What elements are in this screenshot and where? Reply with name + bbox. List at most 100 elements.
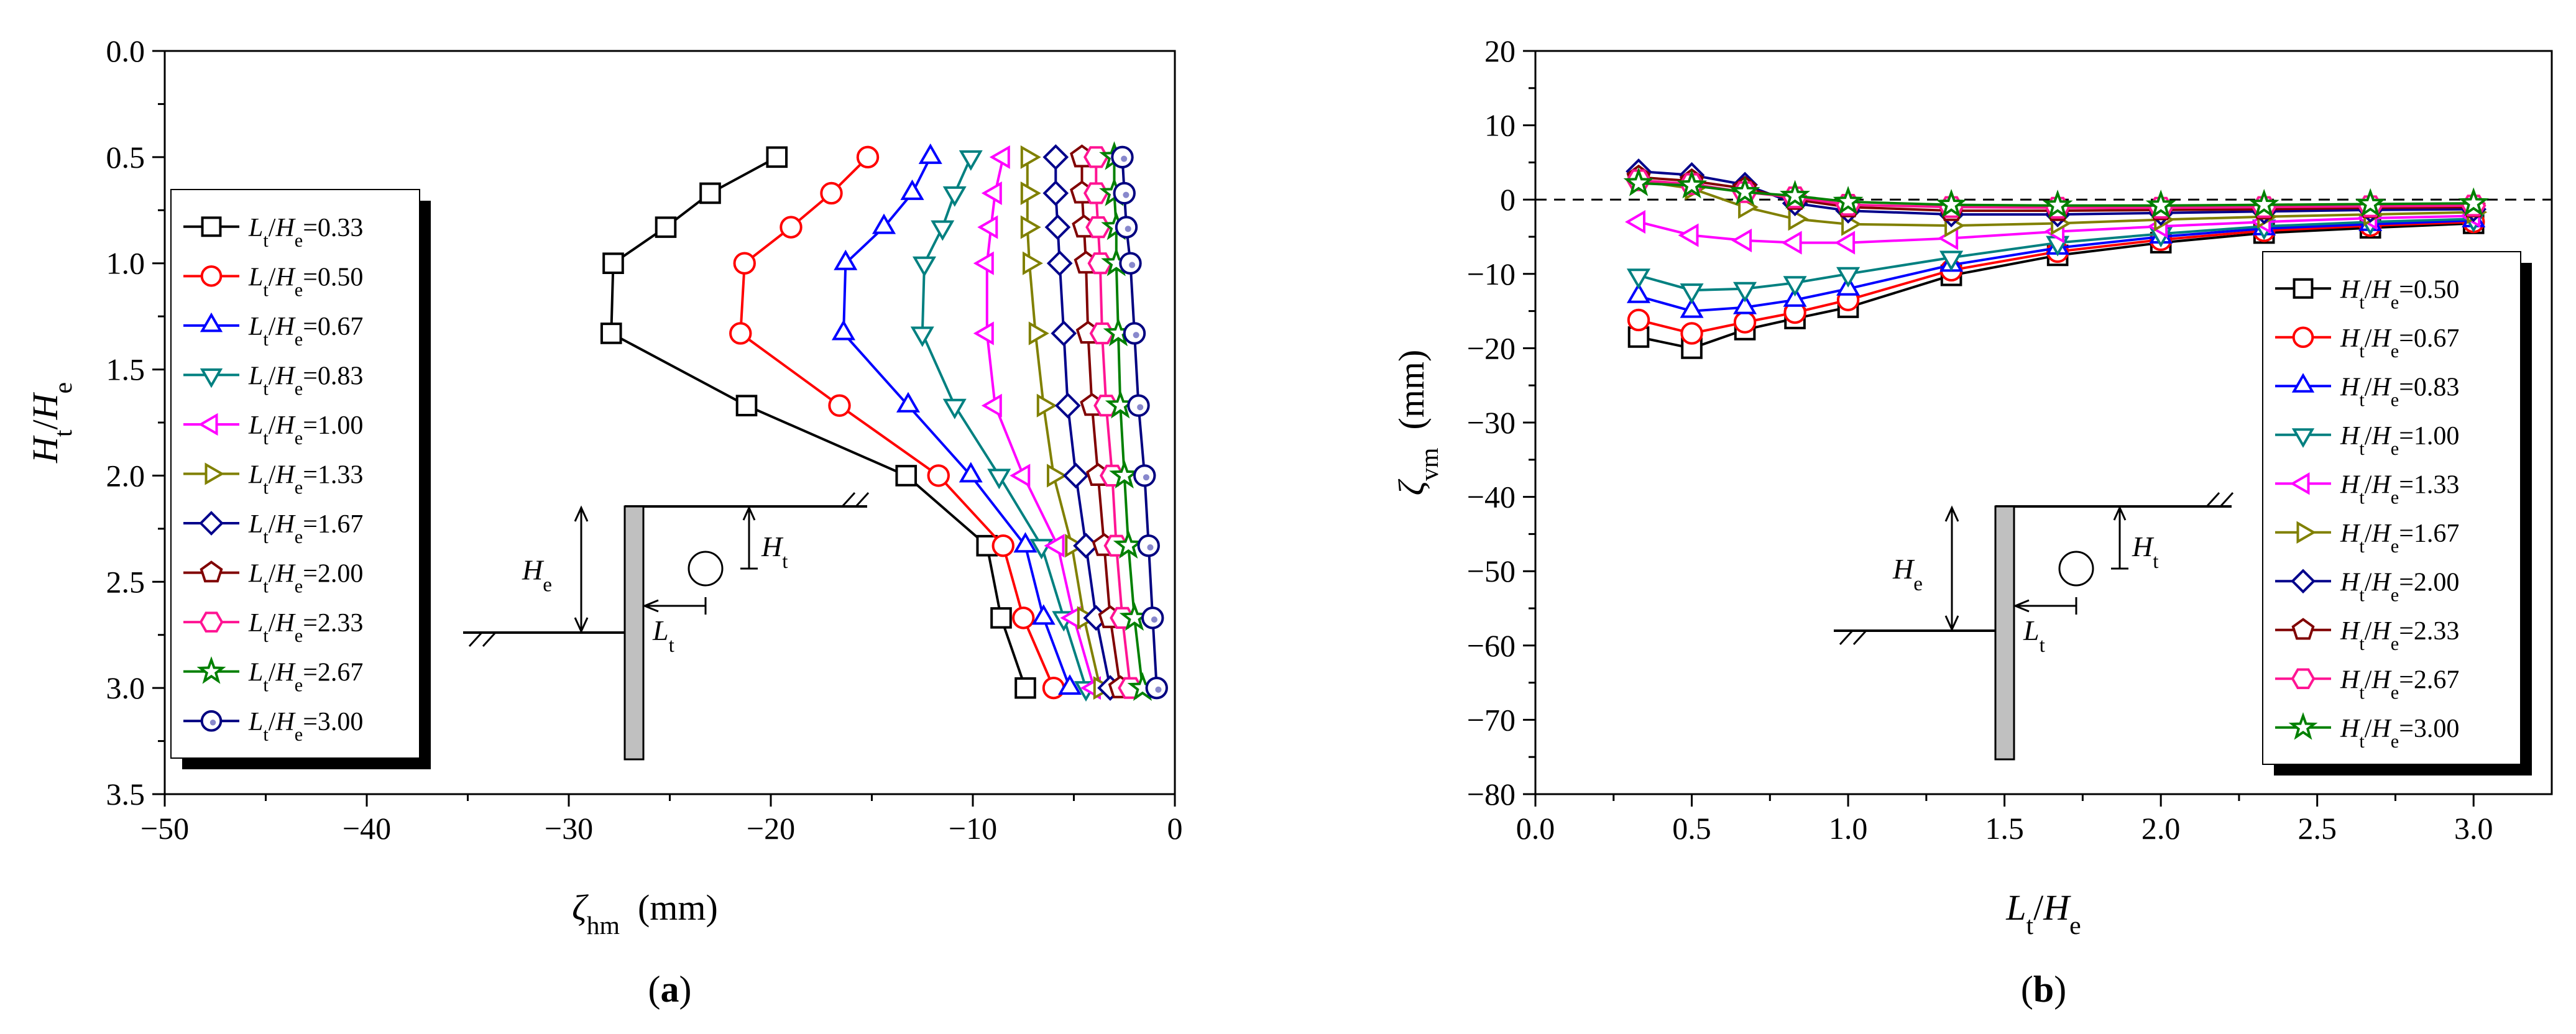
ytick-label-a-2: 1.0: [106, 246, 145, 281]
inset-hatch-left-1: [482, 631, 497, 647]
inset-label-lt: Lt: [2023, 615, 2045, 657]
point-b-2-0: [1626, 282, 1651, 303]
point-a-2-2: [872, 213, 896, 234]
chart-b: 0.0 0.5 1.0 1.5 2.0 2.5 3.0 −80 −70 −60 −50 −40 −30 −…: [1391, 34, 2553, 1010]
point-a-2-8: [1031, 604, 1056, 625]
legend-marker: [2290, 472, 2310, 495]
legend-label: Ht/He=0.67: [2340, 324, 2459, 362]
point-a-9-7: [1113, 529, 1144, 559]
legend-marker: [201, 216, 222, 237]
point-a-8-2: [1085, 216, 1111, 239]
point-b-9-0: [1623, 167, 1654, 196]
point-a-2-1: [900, 179, 924, 200]
series-a-line-6: [1054, 157, 1111, 689]
point-a-1-1: [820, 181, 843, 205]
series-a-1: [729, 145, 1065, 700]
point-b-9-2: [1729, 176, 1760, 206]
point-a-0-6: [895, 465, 918, 487]
legend-a-entry-4: Lt/He=1.00: [183, 411, 363, 449]
xtick-label-a-1: −40: [343, 811, 391, 846]
point-a-8-1: [1083, 182, 1109, 204]
point-b-9-8: [2248, 188, 2279, 218]
point-a-2-7: [1013, 532, 1037, 553]
inset-he-arrow-top: [1944, 505, 1959, 522]
ytick-label-a-3: 1.5: [106, 352, 145, 387]
point-a-5-2: [1020, 215, 1041, 239]
point-b-3-0: [1626, 268, 1651, 290]
point-b-1-2: [1733, 311, 1757, 334]
ytick-label-b-3: −50: [1467, 554, 1516, 588]
ytick-label-a-0: 0.0: [106, 34, 145, 68]
point-a-0-3: [602, 252, 624, 275]
point-a-10-0-dot: [1121, 155, 1128, 162]
point-a-1-4: [729, 322, 752, 345]
point-b-1-0: [1627, 308, 1650, 332]
x-axis-title-b: Lt/He: [2005, 887, 2081, 940]
point-a-10-4-dot: [1133, 332, 1139, 339]
legend-b-entry-1: Ht/He=0.67: [2275, 324, 2459, 362]
inset-wall: [1994, 505, 2015, 761]
ytick-label-b-9: 10: [1484, 108, 1516, 143]
point-a-6-2: [1044, 214, 1071, 240]
point-a-5-1: [1020, 181, 1041, 205]
point-b-4-2: [1731, 228, 1752, 253]
point-b-3-2: [1733, 281, 1757, 303]
point-a-1-8: [1012, 606, 1035, 629]
series-a-line-3: [921, 157, 1087, 689]
legend-marker: [2296, 521, 2316, 544]
point-a-6-4: [1051, 320, 1077, 347]
inset-tunnel: [2058, 551, 2094, 587]
inset-wall: [623, 505, 645, 761]
legend-label: Lt/He=0.67: [248, 313, 363, 350]
point-b-3-5: [1939, 250, 1964, 272]
xtick-label-b-4: 2.0: [2141, 811, 2181, 846]
series-a-line-8: [1095, 157, 1132, 689]
point-a-1-6: [927, 464, 950, 487]
ytick-label-b-7: −10: [1467, 257, 1516, 291]
point-a-10-9-dot: [1155, 686, 1162, 693]
inset-label-lt: Lt: [652, 615, 674, 657]
legend-label: Lt/He=1.00: [248, 411, 363, 449]
legend-label: Lt/He=0.33: [248, 214, 363, 251]
legend-label: Ht/He=0.50: [2340, 275, 2459, 313]
legend-label: Lt/He=1.33: [248, 461, 363, 498]
point-b-4-1: [1678, 223, 1699, 247]
point-a-0-1: [699, 182, 721, 204]
panel-label-b: (b): [2021, 969, 2066, 1010]
point-a-4-0: [989, 145, 1010, 169]
point-b-1-1: [1680, 322, 1703, 345]
point-a-0-9: [1014, 677, 1036, 699]
point-a-3-7: [1029, 539, 1054, 560]
legend-marker: [199, 611, 224, 633]
ytick-label-b-6: −20: [1467, 331, 1516, 365]
point-a-10-3-dot: [1129, 262, 1136, 268]
legend-marker: [2291, 618, 2315, 640]
legend-a: Lt/He=0.33 Lt/He=0.50 Lt/He=0.67 Lt/He=0.83…: [170, 189, 431, 769]
series-a-line-9: [1113, 157, 1144, 689]
point-a-4-1: [981, 181, 1002, 205]
xtick-label-b-3: 1.5: [1985, 811, 2024, 846]
point-b-4-4: [1834, 231, 1856, 255]
ytick-label-b-0: −80: [1467, 777, 1516, 812]
series-a-line-1: [739, 156, 1055, 689]
point-a-2-9: [1057, 674, 1082, 695]
inset-label-he: He: [522, 554, 552, 597]
point-a-10-5-dot: [1137, 404, 1144, 411]
series-a-2: [831, 143, 1082, 695]
legend-marker: [2291, 569, 2316, 594]
point-a-4-5: [981, 393, 1002, 418]
point-b-9-7: [2145, 190, 2176, 219]
legend-label: Lt/He=2.67: [248, 659, 363, 696]
legend-marker: [2292, 326, 2314, 349]
xtick-label-b-0: 0.0: [1516, 811, 1555, 846]
point-a-1-0: [856, 145, 880, 169]
point-a-4-7: [1044, 534, 1065, 558]
legend-label: Ht/He=3.00: [2340, 715, 2459, 752]
series-a-6: [1042, 144, 1123, 701]
legend-a-entry-10: Lt/He=3.00: [183, 708, 363, 745]
legend-b-entry-0: Ht/He=0.50: [2275, 275, 2459, 313]
xtick-label-b-5: 2.5: [2298, 811, 2337, 846]
legend-label: Ht/He=2.67: [2340, 666, 2459, 703]
legend-marker: [200, 560, 223, 583]
inset-hatch-right-1: [855, 492, 870, 508]
